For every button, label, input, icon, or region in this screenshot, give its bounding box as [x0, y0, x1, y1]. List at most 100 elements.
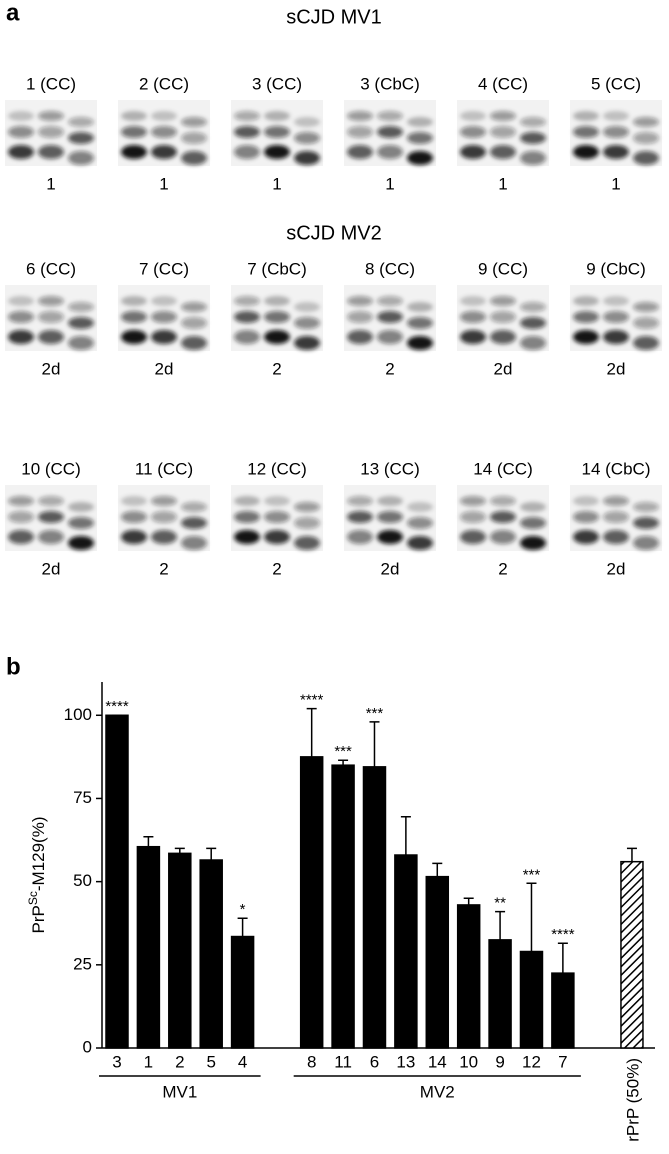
band [151, 511, 177, 523]
error-bar [626, 847, 637, 862]
band [181, 151, 207, 165]
significance: **** [551, 926, 575, 943]
blot-bands [347, 111, 433, 165]
error-bar [306, 707, 317, 757]
blot-type: 2d [155, 359, 174, 378]
bar [299, 756, 324, 1049]
significance: **** [300, 692, 324, 709]
band [490, 511, 516, 523]
band [407, 132, 433, 144]
band [264, 145, 290, 159]
band [633, 336, 659, 350]
band [347, 296, 373, 306]
band [121, 511, 147, 523]
band [8, 145, 34, 159]
band [407, 336, 433, 350]
band [151, 145, 177, 159]
band [490, 311, 516, 323]
band [234, 145, 260, 159]
band [38, 530, 64, 544]
band [151, 496, 177, 506]
blot-type: 1 [46, 174, 55, 193]
band [573, 126, 599, 138]
band [520, 517, 546, 529]
x-tick-label: 12 [522, 1052, 541, 1071]
x-tick-label: 7 [558, 1052, 567, 1071]
x-tick-label: 3 [112, 1052, 121, 1071]
band [264, 296, 290, 306]
band [633, 502, 659, 512]
panel-label: a [6, 0, 20, 26]
band [234, 311, 260, 323]
band [294, 517, 320, 529]
error-bar [206, 847, 217, 861]
significance: * [240, 901, 246, 918]
band [520, 132, 546, 144]
error-bar [432, 862, 443, 877]
blot-label: 2 (CC) [139, 74, 189, 93]
band [8, 126, 34, 138]
bar [362, 766, 387, 1049]
band [377, 311, 403, 323]
band [603, 496, 629, 506]
band [121, 330, 147, 344]
x-tick-label: 11 [334, 1052, 352, 1071]
band [573, 311, 599, 323]
band [460, 145, 486, 159]
blot-label: 10 (CC) [21, 459, 81, 478]
band [8, 311, 34, 323]
blot-type: 1 [498, 174, 507, 193]
band [68, 132, 94, 144]
blot-label: 4 (CC) [478, 74, 528, 93]
band [573, 530, 599, 544]
band [633, 517, 659, 529]
band [520, 536, 546, 550]
band [520, 302, 546, 312]
blot-bands [573, 111, 659, 165]
blot-label: 3 (CC) [252, 74, 302, 93]
band [347, 496, 373, 506]
blot-type: 2 [385, 359, 394, 378]
band [603, 145, 629, 159]
band [460, 126, 486, 138]
band [347, 126, 373, 138]
blot-label: 7 (CbC) [247, 259, 307, 278]
bar [331, 764, 355, 1049]
error-bar [557, 942, 568, 974]
band [603, 530, 629, 544]
blot-type: 2 [272, 559, 281, 578]
y-tick-label: 50 [73, 871, 92, 890]
band [8, 511, 34, 523]
band [38, 145, 64, 159]
blot-type: 2d [607, 359, 626, 378]
band [520, 151, 546, 165]
band [121, 111, 147, 121]
y-label-sup: Sc [26, 891, 40, 905]
band [603, 330, 629, 344]
blot-label: 14 (CC) [473, 459, 533, 478]
blot-bands [121, 296, 207, 350]
blot-type: 2d [42, 359, 61, 378]
band [407, 502, 433, 512]
band [38, 296, 64, 306]
bar [488, 939, 512, 1049]
x-tick-label: 9 [495, 1052, 504, 1071]
group-label: MV1 [162, 1082, 197, 1101]
blot-label: 14 (CbC) [582, 459, 651, 478]
blot-type: 1 [611, 174, 620, 193]
band [264, 311, 290, 323]
blot-bands [347, 296, 433, 350]
bar [620, 860, 644, 1049]
y-axis-label: PrPSc-M129(%) [26, 817, 48, 934]
band [181, 117, 207, 127]
x-tick-label: 13 [396, 1052, 415, 1071]
band [347, 330, 373, 344]
blot-label: 8 (CC) [365, 259, 415, 278]
band [181, 336, 207, 350]
bar [394, 854, 418, 1049]
blot-type: 2d [494, 359, 513, 378]
bar [519, 950, 544, 1049]
band [234, 296, 260, 306]
error-bar [495, 910, 506, 940]
